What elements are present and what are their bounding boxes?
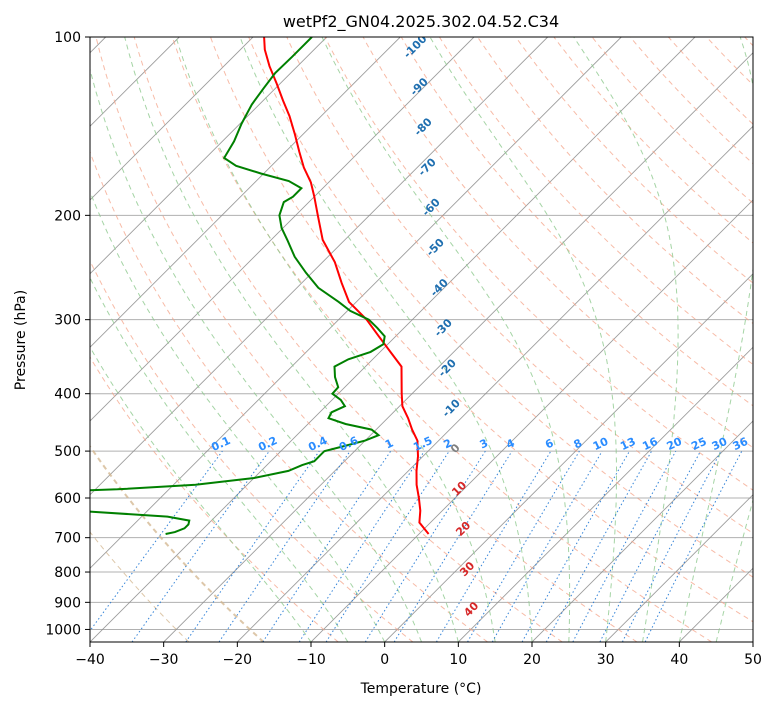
- skewed-isotherm: [90, 37, 475, 422]
- y-tick-label: 600: [54, 491, 81, 507]
- mixing-ratio-line: [218, 450, 351, 642]
- y-axis: 100 200 300 400 500 600 700 800 900 1000: [45, 30, 90, 638]
- skewed-isotherms: [90, 37, 753, 642]
- plot-area: -100-90-80-70-60-50-40-30-20-10010203040…: [90, 37, 753, 642]
- mixing-ratio-line: [185, 450, 320, 642]
- skewed-isotherm: [90, 37, 622, 569]
- mixing-ratio-label: 30: [710, 435, 730, 453]
- x-tick-label: 10: [449, 652, 467, 668]
- dry-adiabat: [400, 37, 753, 407]
- moist-adiabat: [90, 67, 422, 642]
- dry-adiabat: [95, 37, 563, 642]
- x-tick-label: −30: [149, 652, 179, 668]
- x-tick-label: −40: [75, 652, 105, 668]
- series-lines: [90, 37, 430, 535]
- x-tick-label: 20: [523, 652, 541, 668]
- moist-adiabat: [90, 276, 349, 642]
- x-tick-label: 40: [670, 652, 688, 668]
- skewed-isotherm: [90, 37, 328, 275]
- y-tick-label: 800: [54, 565, 81, 581]
- moist-adiabat: [321, 37, 571, 642]
- dry-adiabat: [90, 531, 190, 642]
- moist-adiabat: [429, 37, 617, 642]
- dry-adiabat: [286, 37, 753, 534]
- mixing-ratio-line: [325, 450, 450, 642]
- x-axis-title: Temperature (°C): [360, 681, 482, 697]
- moist-adiabat: [175, 37, 496, 642]
- mixing-ratio-label: 13: [618, 435, 637, 453]
- dry-adiabat: [90, 259, 414, 642]
- y-tick-label: 900: [54, 595, 81, 611]
- moist-adiabats: [90, 37, 753, 642]
- mixing-ratio-label: 10: [591, 435, 611, 453]
- dry-adiabat: [210, 37, 753, 623]
- x-tick-label: 30: [597, 652, 615, 668]
- mixing-ratio-line: [435, 450, 552, 642]
- mixing-ratio-line: [364, 450, 486, 642]
- y-tick-label: 300: [54, 313, 81, 329]
- dry-adiabat: [324, 37, 753, 491]
- pressure-gridlines: [90, 37, 753, 630]
- dry-adiabat: [362, 37, 753, 449]
- mixing-ratio-line: [90, 450, 223, 632]
- dry-adiabat: [133, 37, 638, 642]
- plot-frame: [89, 36, 754, 643]
- dry-adiabats: [90, 37, 753, 642]
- mixing-ratio-line: [393, 450, 513, 642]
- skewed-isotherm: [457, 346, 753, 642]
- x-tick-label: −10: [296, 652, 326, 668]
- moist-adiabat: [573, 37, 679, 642]
- skewed-isotherm: [236, 125, 753, 642]
- skewed-isotherm: [90, 37, 696, 642]
- moist-adiabat: [90, 345, 312, 642]
- skewed-isotherm: [605, 494, 753, 642]
- moist-adiabat: [124, 37, 459, 642]
- y-tick-label: 1000: [45, 622, 81, 638]
- mixing-ratio-line: [131, 450, 270, 642]
- y-tick-label: 100: [54, 30, 81, 46]
- y-tick-label: 500: [54, 444, 81, 460]
- y-tick-label: 200: [54, 208, 81, 224]
- skewed-isotherm: [163, 52, 753, 642]
- mixing-ratio-label: 25: [689, 435, 708, 453]
- x-tick-label: 50: [744, 652, 762, 668]
- mixing-ratio-line: [467, 450, 580, 642]
- dry-adiabat: [248, 37, 753, 578]
- mixing-ratio-labels: 0.1 0.2 0.4 0.6 1 1.5 2 3 4 6 8 10 13 16 20 25 30 36: [209, 434, 750, 454]
- y-tick-label: 400: [54, 387, 81, 403]
- moist-adiabat: [90, 190, 386, 642]
- skewed-isotherm: [90, 37, 254, 201]
- x-axis: −40 −30 −20 −10 0 10 20 30 40 50: [75, 642, 762, 668]
- dry-adiabat: [438, 37, 753, 366]
- x-tick-label: 0: [380, 652, 389, 668]
- mixing-ratio-label: 16: [640, 435, 660, 453]
- mixing-ratio-label: 20: [665, 435, 685, 453]
- mixing-ratio-label: 36: [731, 435, 751, 453]
- chart-title: wetPf2_GN04.2025.302.04.52.C34: [283, 12, 559, 32]
- mixing-ratio-line: [545, 450, 653, 642]
- series-dewpoint-line: [90, 37, 386, 535]
- mixing-ratio-lines: [90, 450, 743, 642]
- skewed-isotherm: [531, 420, 753, 642]
- mixing-ratio-line: [491, 450, 603, 642]
- x-tick-label: −20: [223, 652, 253, 668]
- skewed-isotherm: [90, 37, 549, 496]
- y-tick-label: 700: [54, 531, 81, 547]
- mixing-ratio-line: [572, 450, 677, 642]
- skewed-isotherm: [90, 37, 401, 348]
- y-axis-title: Pressure (hPa): [13, 290, 29, 390]
- moist-adiabat: [239, 37, 533, 642]
- mixing-ratio-line: [521, 450, 630, 642]
- skewed-isotherm: [384, 273, 753, 642]
